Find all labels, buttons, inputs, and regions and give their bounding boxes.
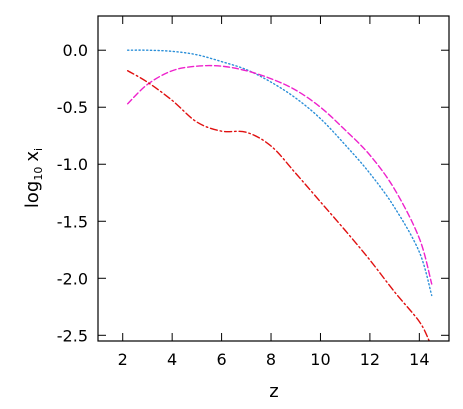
y-tick-label: 0.0 bbox=[63, 41, 88, 60]
x-tick-label: 2 bbox=[118, 350, 128, 369]
y-tick-label: -2.5 bbox=[57, 326, 88, 345]
y-axis-label-base: log bbox=[22, 181, 43, 208]
x-tick-label: 8 bbox=[266, 350, 276, 369]
series-layer bbox=[126, 49, 433, 342]
plot-frame bbox=[97, 15, 450, 342]
y-axis-label-variable: x bbox=[22, 151, 43, 162]
x-tick-label: 12 bbox=[360, 350, 380, 369]
x-tick-label: 10 bbox=[310, 350, 330, 369]
series-line-dotted bbox=[126, 49, 433, 297]
series-line-dashed bbox=[126, 64, 433, 285]
y-axis-label-variable-subscript: i bbox=[32, 148, 45, 151]
x-tick-label: 6 bbox=[216, 350, 226, 369]
series-line-dashdot bbox=[126, 70, 430, 342]
y-tick-label: -0.5 bbox=[57, 98, 88, 117]
tick-layer: 2 4 6 8 10 12 14 0.0 -0.5 -1.0 -1.5 -2.0 -2.5 bbox=[57, 16, 449, 369]
x-tick-label: 4 bbox=[167, 350, 177, 369]
y-axis-label-base-subscript: 10 bbox=[32, 167, 45, 181]
x-axis-label: z bbox=[269, 381, 278, 402]
y-tick-label: -1.5 bbox=[57, 212, 88, 231]
x-tick-label: 14 bbox=[409, 350, 429, 369]
y-axis-label: log10 xi bbox=[22, 148, 45, 208]
y-tick-label: -2.0 bbox=[57, 269, 88, 288]
y-tick-label: -1.0 bbox=[57, 155, 88, 174]
